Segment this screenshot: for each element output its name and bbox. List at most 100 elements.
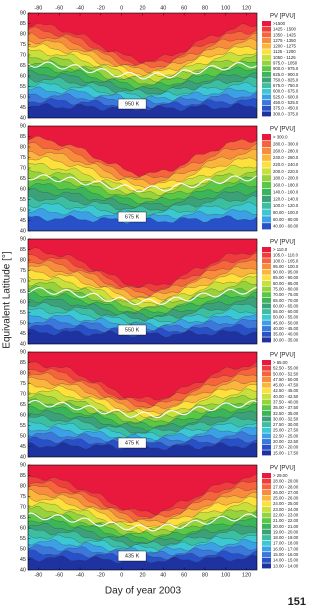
legend-swatch (262, 182, 271, 189)
legend-swatch (262, 326, 271, 332)
contour-band (28, 215, 257, 231)
y-tick-label: 75 (20, 268, 26, 274)
legend-swatch (262, 54, 271, 60)
legend-label: 1125 - 1200 (273, 49, 296, 54)
legend-swatch (262, 501, 271, 507)
level-box (117, 324, 147, 336)
legend-swatch (262, 100, 271, 106)
legend-label: 52.50 - 55.00 (273, 366, 299, 371)
legend-swatch (262, 489, 271, 495)
y-tick-label: 45 (20, 218, 26, 224)
y-tick-label: 50 (20, 207, 26, 213)
y-tick-label: 60 (20, 186, 26, 192)
legend-swatch (262, 175, 271, 182)
legend-label: 90.00 - 95.00 (273, 270, 299, 275)
legend-label: > 110.0 (273, 247, 288, 252)
legend-swatch (262, 439, 271, 445)
y-tick-label: 65 (20, 63, 26, 69)
legend-swatch (262, 382, 271, 388)
legend-label: 525.0 - 600.0 (273, 94, 299, 99)
y-tick-label: 90 (20, 10, 26, 16)
legend-title: PV [PVU] (270, 14, 296, 20)
legend-label: 40.00 - 60.00 (273, 224, 299, 229)
legend-swatch (262, 154, 271, 161)
y-tick-label: 70 (20, 52, 26, 58)
legend-label: 13.00 - 14.00 (273, 563, 299, 568)
legend-swatch (262, 111, 271, 117)
legend-swatch (262, 195, 271, 202)
legend-swatch (262, 286, 271, 292)
legend-swatch (262, 168, 271, 175)
legend-swatch (262, 26, 271, 32)
y-tick-label: 75 (20, 494, 26, 500)
legend-swatch (262, 32, 271, 38)
legend-label: 26.00 - 27.00 (273, 490, 299, 495)
y-tick-label: 40 (20, 228, 26, 234)
legend-label: 240.0 - 260.0 (273, 155, 299, 160)
legend-swatch (262, 202, 271, 209)
legend-swatch (262, 309, 271, 315)
legend-swatch (262, 269, 271, 275)
legend-label: 27.00 - 28.00 (273, 484, 299, 489)
legend-swatch (262, 506, 271, 512)
legend-swatch (262, 416, 271, 422)
legend-swatch (262, 83, 271, 89)
y-tick-label: 80 (20, 370, 26, 376)
legend-swatch (262, 275, 271, 281)
legend-swatch (262, 535, 271, 541)
legend-label: 60.00 - 65.00 (273, 303, 299, 308)
y-axis-label: Equivalent Latitude [°] (2, 251, 13, 349)
y-tick-label: 75 (20, 42, 26, 48)
level-label: 475 K (125, 440, 140, 446)
legend-swatch (262, 433, 271, 439)
legend-label: 17.00 - 18.00 (273, 541, 299, 546)
level-box (117, 437, 147, 449)
y-tick-label: 75 (20, 155, 26, 161)
legend-swatch (262, 188, 271, 196)
y-tick-label: 60 (20, 299, 26, 305)
contour-band (28, 103, 257, 118)
legend-label: 35.00 - 40.00 (273, 332, 299, 337)
x-tick-label: 60 (181, 5, 187, 11)
legend-label: 100.0 - 120.0 (273, 203, 299, 208)
legend-swatch (262, 134, 271, 141)
level-label: 435 K (125, 553, 140, 559)
legend-title: PV [PVU] (270, 240, 296, 246)
y-tick-label: 55 (20, 310, 26, 316)
legend-label: > 29.00 (273, 473, 288, 478)
legend-swatch (262, 388, 271, 394)
y-tick-label: 40 (20, 115, 26, 121)
legend-swatch (262, 292, 271, 298)
legend-label: 975.0 - 1050 (273, 60, 298, 65)
legend-label: 1350 - 1425 (273, 32, 297, 37)
y-tick-label: 50 (20, 546, 26, 552)
x-tick-label: 60 (181, 572, 187, 578)
y-tick-label: 45 (20, 444, 26, 450)
level-box (117, 211, 147, 223)
legend-label: 35.00 - 37.50 (273, 405, 299, 410)
legend-label: 20.00 - 21.00 (273, 524, 299, 529)
legend-label: 600.0 - 675.0 (273, 89, 299, 94)
y-tick-label: 60 (20, 73, 26, 79)
legend-label: 28.00 - 29.00 (273, 479, 299, 484)
legend-label: 1200 - 1275 (273, 44, 297, 49)
legend-label: 55.00 - 60.00 (273, 309, 299, 314)
legend-label: 19.00 - 20.00 (273, 529, 299, 534)
x-tick-label: -20 (97, 572, 105, 578)
legend-swatch (262, 563, 271, 569)
legend-label: 40.00 - 45.00 (273, 326, 299, 331)
figure: Equivalent Latitude [°] Day of year 2003… (2, 5, 306, 607)
legend-label: 825.0 - 900.0 (273, 72, 299, 77)
legend-label: 30.00 - 35.00 (273, 337, 299, 342)
legend-swatch (262, 161, 271, 168)
legend-label: 45.00 - 50.00 (273, 320, 299, 325)
legend-swatch (262, 365, 271, 371)
level-box (117, 550, 147, 562)
contour-line (28, 286, 257, 306)
x-tick-label: -80 (34, 5, 42, 11)
y-tick-label: 60 (20, 412, 26, 418)
contour-band (28, 554, 257, 570)
legend-swatch (262, 540, 271, 546)
legend-label: 21.00 - 22.00 (273, 518, 299, 523)
legend-label: >1500 (273, 21, 286, 26)
